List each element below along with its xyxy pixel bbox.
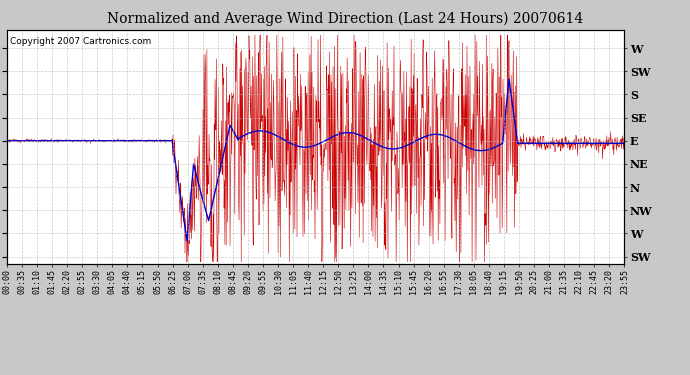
Text: Copyright 2007 Cartronics.com: Copyright 2007 Cartronics.com xyxy=(10,37,151,46)
Text: Normalized and Average Wind Direction (Last 24 Hours) 20070614: Normalized and Average Wind Direction (L… xyxy=(107,11,583,26)
